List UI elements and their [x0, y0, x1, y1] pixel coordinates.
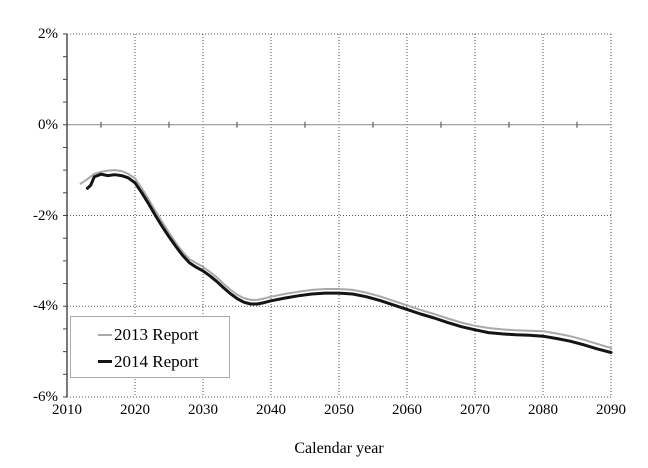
x-axis-title: Calendar year — [294, 440, 384, 457]
x-axis-tick-label: 2090 — [596, 402, 626, 418]
x-axis-tick-label: 2030 — [188, 402, 218, 418]
series-line-2013-report — [79, 169, 612, 349]
y-axis-tick-label: 0% — [38, 117, 58, 133]
legend-label: 2013 Report — [114, 324, 199, 344]
legend-item-2014-report: 2014 Report — [98, 348, 229, 375]
y-axis-tick-label: -2% — [33, 208, 58, 224]
series-line-2014-report — [85, 172, 613, 354]
legend-label: 2014 Report — [114, 351, 199, 371]
legend-item-2013-report: 2013 Report — [98, 321, 229, 348]
legend: 2013 Report 2014 Report — [70, 316, 230, 378]
x-axis-tick-label: 2070 — [460, 402, 490, 418]
x-axis-tick-label: 2060 — [392, 402, 422, 418]
y-axis-tick-label: 2% — [38, 26, 58, 42]
legend-line-swatch-2014 — [98, 360, 112, 363]
x-axis-tick-label: 2080 — [528, 402, 558, 418]
legend-line-swatch-2013 — [98, 333, 112, 336]
x-axis-tick-label: 2050 — [324, 402, 354, 418]
x-axis-tick-label: 2040 — [256, 402, 286, 418]
y-axis-tick-label: -6% — [33, 389, 58, 405]
x-axis-tick-label: 2020 — [120, 402, 150, 418]
y-axis-tick-label: -4% — [33, 298, 58, 314]
x-axis-tick-label: 2010 — [52, 402, 82, 418]
